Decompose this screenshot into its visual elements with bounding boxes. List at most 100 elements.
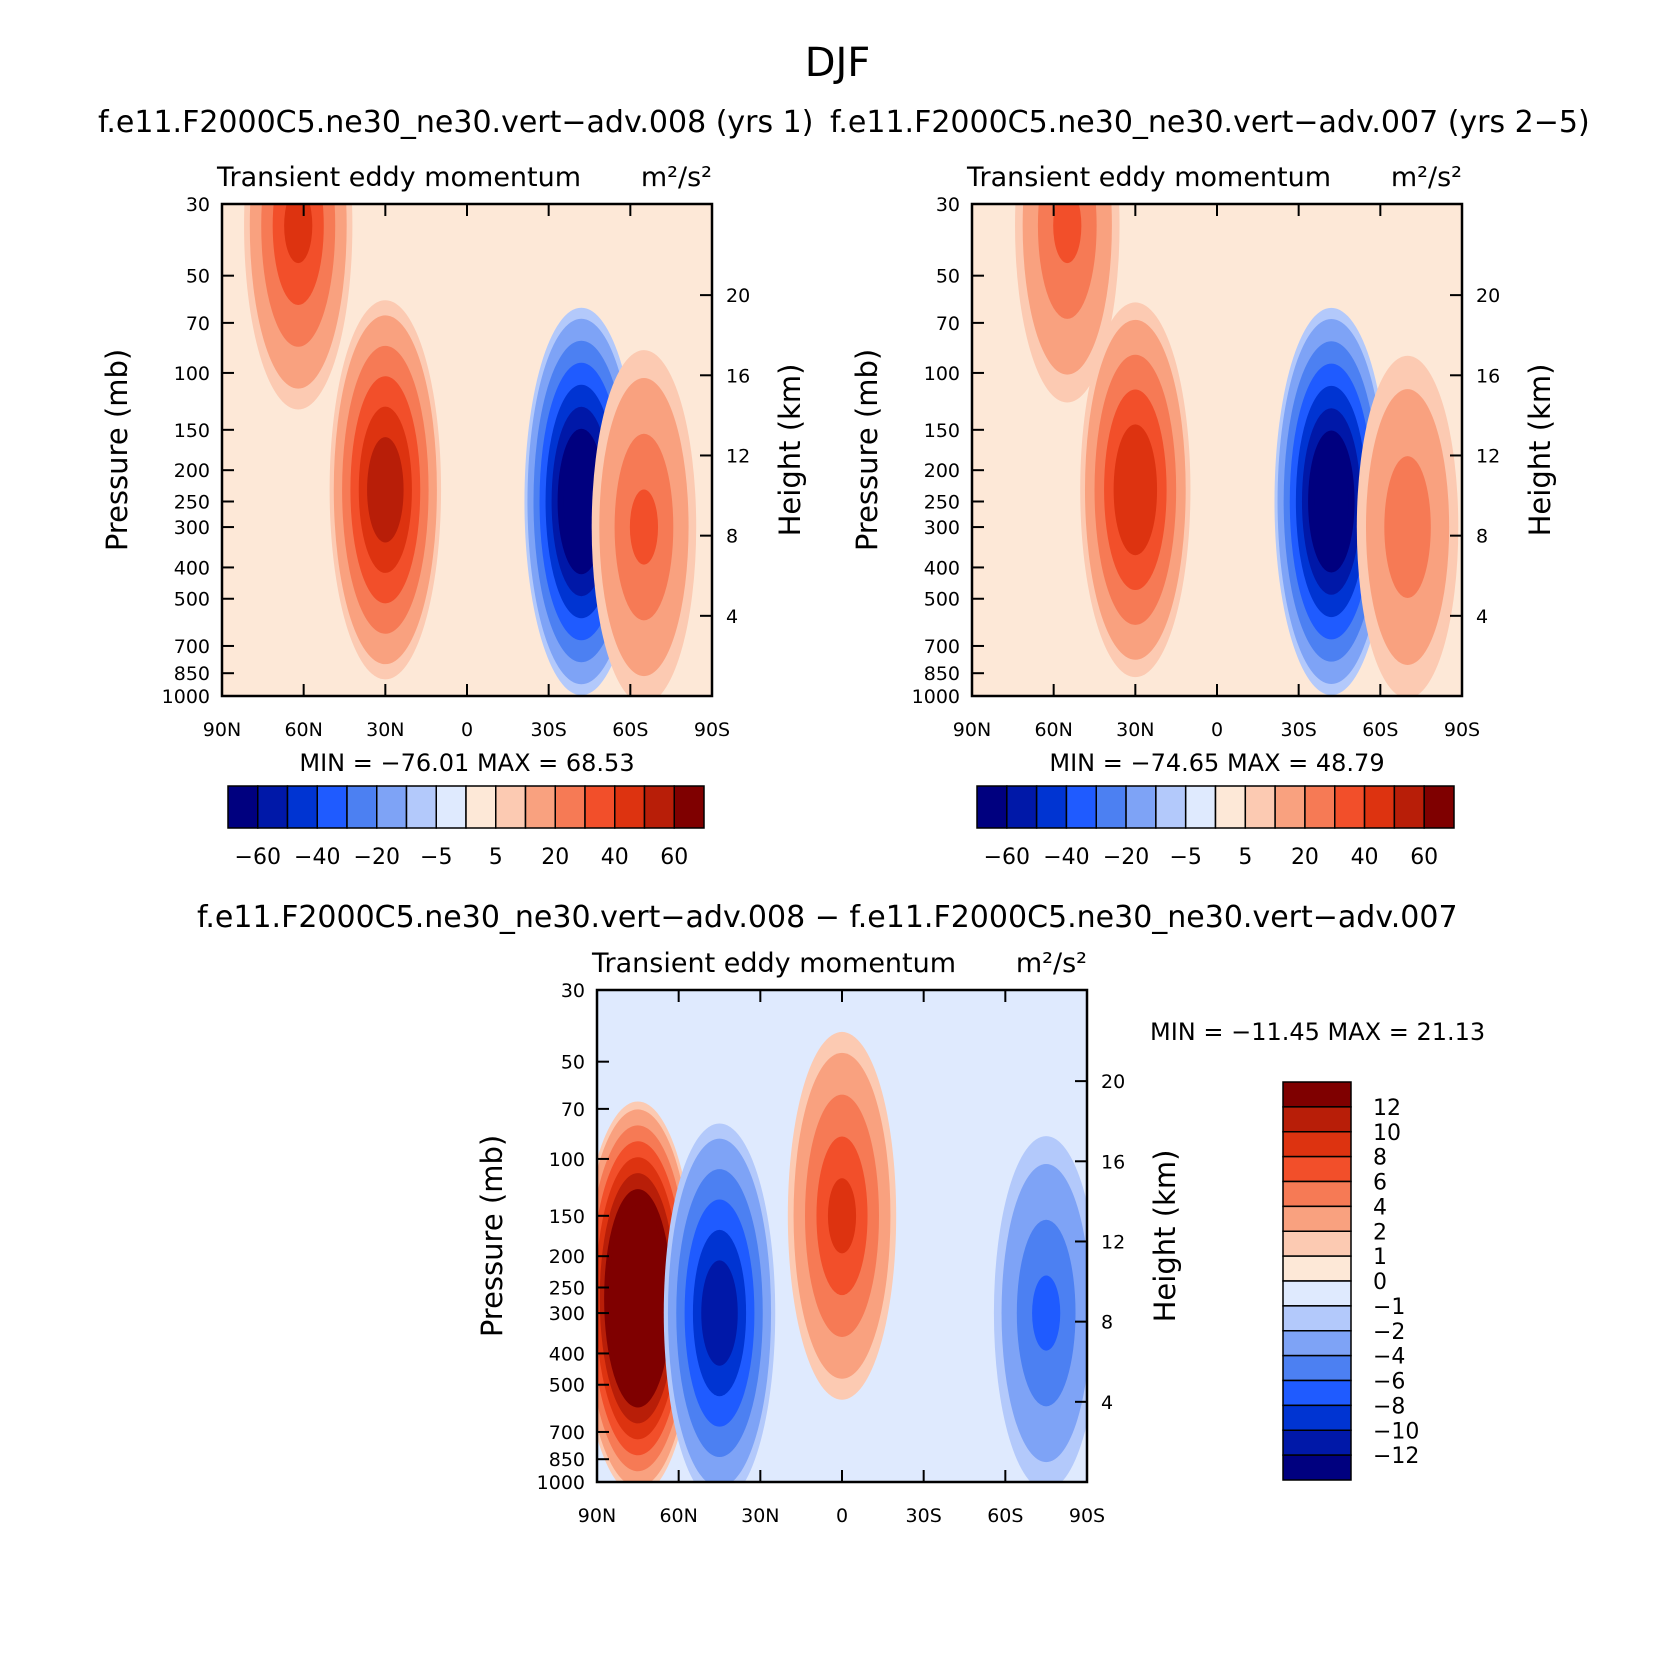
- y-tick-label-right: 20: [1101, 1071, 1125, 1093]
- colorbar: −60 −40 −20 −5 5 20 40 60: [227, 785, 705, 870]
- colorbar-swatch: [554, 785, 586, 829]
- colorbar-label: 10: [1373, 1121, 1401, 1146]
- panel-1-group: Transient eddy momentum m²/s² 90N 60N 30N 0 30…: [100, 162, 807, 870]
- panel-units: m²/s²: [641, 162, 712, 193]
- x-tick-label: 90N: [953, 719, 991, 741]
- colorbar-swatch: [1065, 785, 1097, 829]
- y-tick-label-right: 8: [1476, 526, 1488, 548]
- y-tick-label: 250: [924, 491, 960, 513]
- y-axis-label-right: Height (km): [1148, 1150, 1182, 1323]
- y-tick-label: 150: [924, 420, 960, 442]
- colorbar-label: −60: [235, 845, 281, 870]
- y-tick-label: 70: [186, 313, 210, 335]
- y-axis-label: Pressure (mb): [475, 1135, 509, 1337]
- y-tick-label: 200: [549, 1246, 585, 1268]
- contour-band: [1384, 456, 1431, 599]
- y-tick-label: 400: [174, 557, 210, 579]
- y-tick-label: 850: [924, 663, 960, 685]
- x-tick-label: 90S: [694, 719, 730, 741]
- colorbar-swatch: [1282, 1404, 1352, 1431]
- y-axis-label-right: Height (km): [1523, 364, 1557, 537]
- contour-band: [563, 450, 600, 553]
- colorbar-swatch: [1393, 785, 1425, 829]
- colorbar-swatch: [673, 785, 705, 829]
- contour-band: [284, 204, 313, 264]
- colorbar-label: 2: [1373, 1220, 1387, 1245]
- contour-band: [608, 1205, 668, 1392]
- contour-band: [1314, 452, 1349, 551]
- colorbar-label: 1: [1373, 1245, 1387, 1270]
- colorbar-label: −5: [1169, 845, 1201, 870]
- x-tick-label: 30N: [1116, 719, 1154, 741]
- panel-title: Transient eddy momentum: [966, 162, 1331, 193]
- x-tick-label: 30S: [531, 719, 567, 741]
- x-tick-label: 90N: [203, 719, 241, 741]
- contour-band: [701, 1260, 738, 1366]
- colorbar-label: −40: [1043, 845, 1089, 870]
- y-tick-label-right: 8: [726, 526, 738, 548]
- y-tick-label: 500: [924, 589, 960, 611]
- x-tick-label: 60S: [1362, 719, 1398, 741]
- y-tick-label-right: 12: [1101, 1231, 1125, 1253]
- colorbar-label: −5: [420, 845, 452, 870]
- colorbar-swatch: [316, 785, 348, 829]
- y-tick-label: 70: [561, 1099, 585, 1121]
- y-tick-label: 30: [186, 194, 210, 216]
- colorbar-swatch: [257, 785, 289, 829]
- colorbar-swatch: [643, 785, 675, 829]
- y-tick-label: 100: [549, 1149, 585, 1171]
- x-tick-label: 0: [461, 719, 473, 741]
- colorbar-label: 40: [601, 845, 629, 870]
- colorbar-swatch: [1282, 1280, 1352, 1307]
- panel-units: m²/s²: [1391, 162, 1462, 193]
- y-tick-label: 700: [549, 1422, 585, 1444]
- colorbar-swatch: [1282, 1255, 1352, 1282]
- colorbar-swatch: [1282, 1131, 1352, 1158]
- x-tick-label: 30S: [1281, 719, 1317, 741]
- y-tick-label-right: 8: [1101, 1312, 1113, 1334]
- contour-field: [222, 204, 712, 696]
- colorbar-label: 20: [1291, 845, 1319, 870]
- colorbar-swatch: [584, 785, 616, 829]
- y-tick-label: 500: [174, 589, 210, 611]
- y-tick-label: 400: [924, 557, 960, 579]
- x-tick-label: 60N: [1034, 719, 1072, 741]
- colorbar-label: 60: [660, 845, 688, 870]
- colorbar-label: 0: [1373, 1270, 1387, 1295]
- y-tick-label: 70: [936, 313, 960, 335]
- y-tick-label-right: 20: [726, 285, 750, 307]
- y-tick-label: 200: [174, 460, 210, 482]
- colorbar-swatch: [346, 785, 378, 829]
- colorbar-swatch: [227, 785, 259, 829]
- colorbar-label: −20: [1103, 845, 1149, 870]
- y-tick-label: 30: [561, 980, 585, 1002]
- y-tick-label: 1000: [912, 686, 960, 708]
- panel1-subtitle: f.e11.F2000C5.ne30_ne30.vert−adv.008 (yr…: [98, 105, 814, 140]
- colorbar-label: 5: [489, 845, 503, 870]
- colorbar-swatch: [1363, 785, 1396, 829]
- x-tick-label: 0: [836, 1505, 848, 1527]
- y-tick-label: 200: [924, 460, 960, 482]
- colorbar-swatch: [465, 785, 497, 829]
- min-max-stats: MIN = −74.65 MAX = 48.79: [1049, 749, 1384, 777]
- colorbar-swatch: [1095, 785, 1127, 829]
- x-tick-label: 60N: [659, 1505, 697, 1527]
- y-axis-label-right: Height (km): [773, 364, 807, 537]
- y-tick-label-right: 4: [1101, 1392, 1113, 1414]
- y-tick-label-right: 4: [1476, 606, 1488, 628]
- contour-band: [629, 489, 659, 565]
- y-tick-label-right: 16: [726, 365, 750, 387]
- colorbar-label: −20: [354, 845, 400, 870]
- colorbar-swatch: [1214, 785, 1247, 829]
- y-tick-label: 400: [549, 1343, 585, 1365]
- panel3-subtitle: f.e11.F2000C5.ne30_ne30.vert−adv.008 − f…: [197, 900, 1458, 935]
- colorbar-swatch: [1282, 1081, 1352, 1108]
- colorbar-label: −8: [1373, 1394, 1405, 1419]
- colorbar-swatch: [614, 785, 646, 829]
- figure-title: DJF: [804, 40, 871, 86]
- y-tick-label: 50: [561, 1052, 585, 1074]
- panel-title: Transient eddy momentum: [591, 948, 956, 979]
- panel-3-group: Transient eddy momentum m²/s² 90N 60N 30N 0 30…: [475, 948, 1485, 1527]
